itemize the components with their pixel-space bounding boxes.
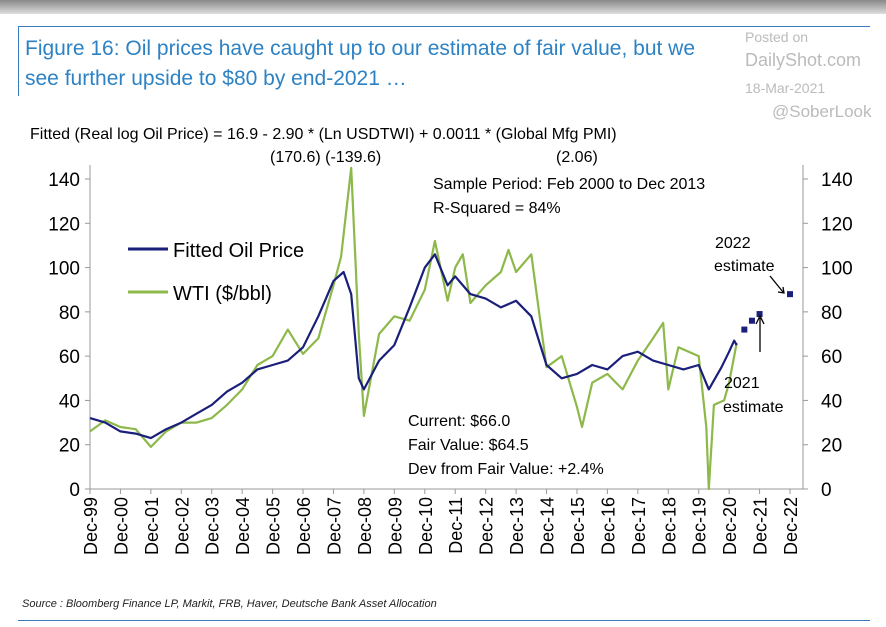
x-tick-label: Dec-05 [264,497,284,555]
y-tick-label-right: 20 [821,436,842,457]
y-tick-label-right: 120 [821,214,853,235]
estimate-marker [756,311,763,318]
y-tick-label-right: 100 [821,259,853,280]
deviation: Dev from Fair Value: +2.4% [408,461,604,478]
x-tick-label: Dec-04 [233,497,253,555]
y-tick-label-left: 80 [59,303,80,324]
y-tick-label-left: 40 [59,391,80,412]
x-tick-label: Dec-15 [568,497,588,555]
y-tick-label-left: 140 [48,170,80,191]
watermark-handle: @SoberLook [772,102,872,121]
x-tick-label: Dec-21 [751,497,771,555]
x-tick-label: Dec-00 [111,497,131,555]
tstat-2: (2.06) [556,149,598,166]
header-rule [18,26,870,27]
x-tick-label: Dec-16 [598,497,618,555]
x-tick-label: Dec-09 [385,497,405,555]
x-tick-label: Dec-10 [416,497,436,555]
y-tick-label-right: 60 [821,347,842,368]
x-tick-label: Dec-07 [324,497,344,555]
x-tick-label: Dec-03 [203,497,223,555]
est-2021-label: 2021 [724,375,760,392]
fair-value: Fair Value: $64.5 [408,437,529,454]
r-squared: R-Squared = 84% [433,200,561,217]
watermark-site: DailyShot.com [745,50,862,70]
y-tick-label-right: 40 [821,391,842,412]
y-tick-label-right: 80 [821,303,842,324]
current-price: Current: $66.0 [408,413,510,430]
y-tick-label-right: 0 [821,480,832,501]
sample-period: Sample Period: Feb 2000 to Dec 2013 [433,176,705,193]
x-tick-label: Dec-14 [538,497,558,555]
y-tick-label-left: 0 [69,480,80,501]
estimate-marker [787,291,793,298]
x-tick-label: Dec-06 [294,497,314,555]
fitted-oil-price-line [89,253,738,440]
x-tick-label: Dec-08 [355,497,375,555]
footer-rule [18,620,870,621]
y-tick-label-right: 140 [821,170,853,191]
est-2022-label: estimate [714,258,775,275]
header-left-rule [18,26,19,96]
y-tick-label-left: 20 [59,436,80,457]
arrow-2021 [755,314,765,352]
arrow-2022 [769,275,785,294]
x-tick-label: Dec-99 [81,497,101,555]
x-tick-label: Dec-11 [446,497,466,554]
x-tick-label: Dec-22 [781,497,801,555]
wti-line [89,166,738,491]
regression-equation: Fitted (Real log Oil Price) = 16.9 - 2.9… [30,126,617,143]
y-tick-label-left: 120 [48,214,80,235]
x-tick-label: Dec-18 [659,497,679,555]
y-tick-label-left: 60 [59,347,80,368]
estimate-marker [741,326,748,333]
x-tick-label: Dec-17 [629,497,649,555]
x-tick-label: Dec-01 [142,497,162,555]
watermark-date: 18-Mar-2021 [745,80,826,96]
x-tick-label: Dec-02 [172,497,192,555]
tstat-1: (170.6) (-139.6) [270,149,381,166]
legend-label-fitted: Fitted Oil Price [173,240,304,262]
est-2021-label: estimate [723,399,784,416]
x-tick-label: Dec-13 [507,497,527,555]
estimate-marker [748,317,755,324]
source-note: Source : Bloomberg Finance LP, Markit, F… [22,598,437,610]
figure-title: Figure 16: Oil prices have caught up to … [25,37,696,90]
est-2022-label: 2022 [715,235,751,252]
watermark-posted: Posted on [745,29,809,45]
y-tick-label-left: 100 [48,259,80,280]
x-tick-label: Dec-19 [690,497,710,555]
x-tick-label: Dec-12 [477,497,497,555]
legend-label-wti: WTI ($/bbl) [173,283,272,305]
window-top-bar [0,0,886,14]
x-tick-label: Dec-20 [720,497,740,555]
